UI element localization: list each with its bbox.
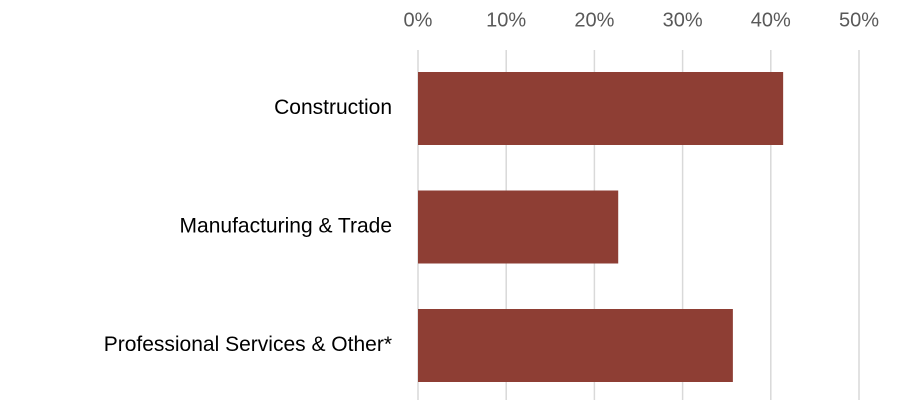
x-tick-label: 10% <box>486 9 526 31</box>
bar <box>418 190 619 264</box>
bar <box>418 309 733 382</box>
bar <box>418 72 784 145</box>
y-tick-label: Construction <box>274 96 392 119</box>
y-tick-label: Professional Services & Other* <box>104 333 392 356</box>
x-tick-label: 0% <box>404 9 433 31</box>
x-tick-label: 40% <box>751 9 791 31</box>
x-tick-label: 20% <box>574 9 614 31</box>
x-tick-label: 30% <box>663 9 703 31</box>
y-tick-label: Manufacturing & Trade <box>180 215 392 238</box>
x-tick-label: 50% <box>839 9 879 31</box>
